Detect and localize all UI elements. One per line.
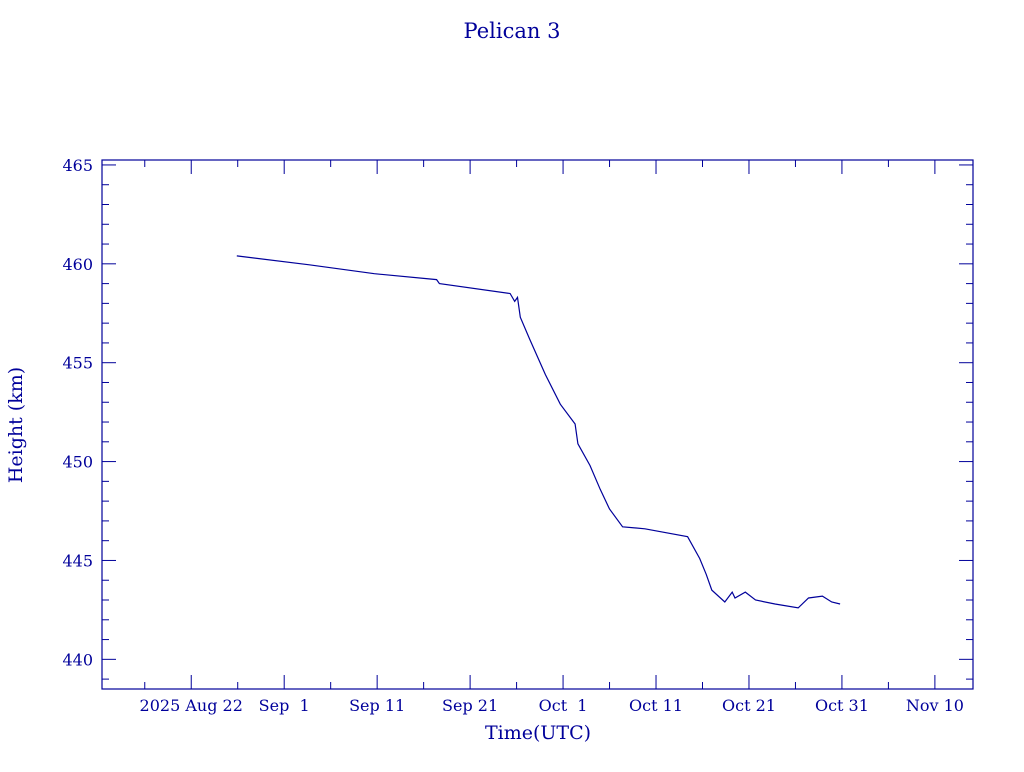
x-tick-label: Oct 31: [815, 696, 869, 715]
y-tick-label: 465: [62, 156, 93, 175]
y-tick-label: 445: [62, 551, 93, 570]
y-tick-label: 455: [62, 354, 93, 373]
plot-frame: [101, 159, 974, 690]
x-tick-label: Oct 21: [722, 696, 776, 715]
x-tick-label: Oct 1: [539, 696, 588, 715]
x-tick-label: Nov 10: [906, 696, 964, 715]
x-tick-label: Sep 1: [259, 696, 310, 715]
y-tick-label: 460: [62, 255, 93, 274]
series-line-height: [236, 255, 841, 609]
x-tick-label: Sep 21: [442, 696, 498, 715]
x-tick-label: Sep 11: [349, 696, 405, 715]
y-axis-label: Height (km): [5, 367, 27, 483]
y-tick-label: 450: [62, 453, 93, 472]
x-axis-label: Time(UTC): [485, 722, 591, 744]
x-tick-label: 2025 Aug 22: [140, 696, 243, 715]
chart-title: Pelican 3: [464, 19, 561, 43]
x-tick-label: Oct 11: [629, 696, 683, 715]
y-tick-label: 440: [62, 650, 93, 669]
